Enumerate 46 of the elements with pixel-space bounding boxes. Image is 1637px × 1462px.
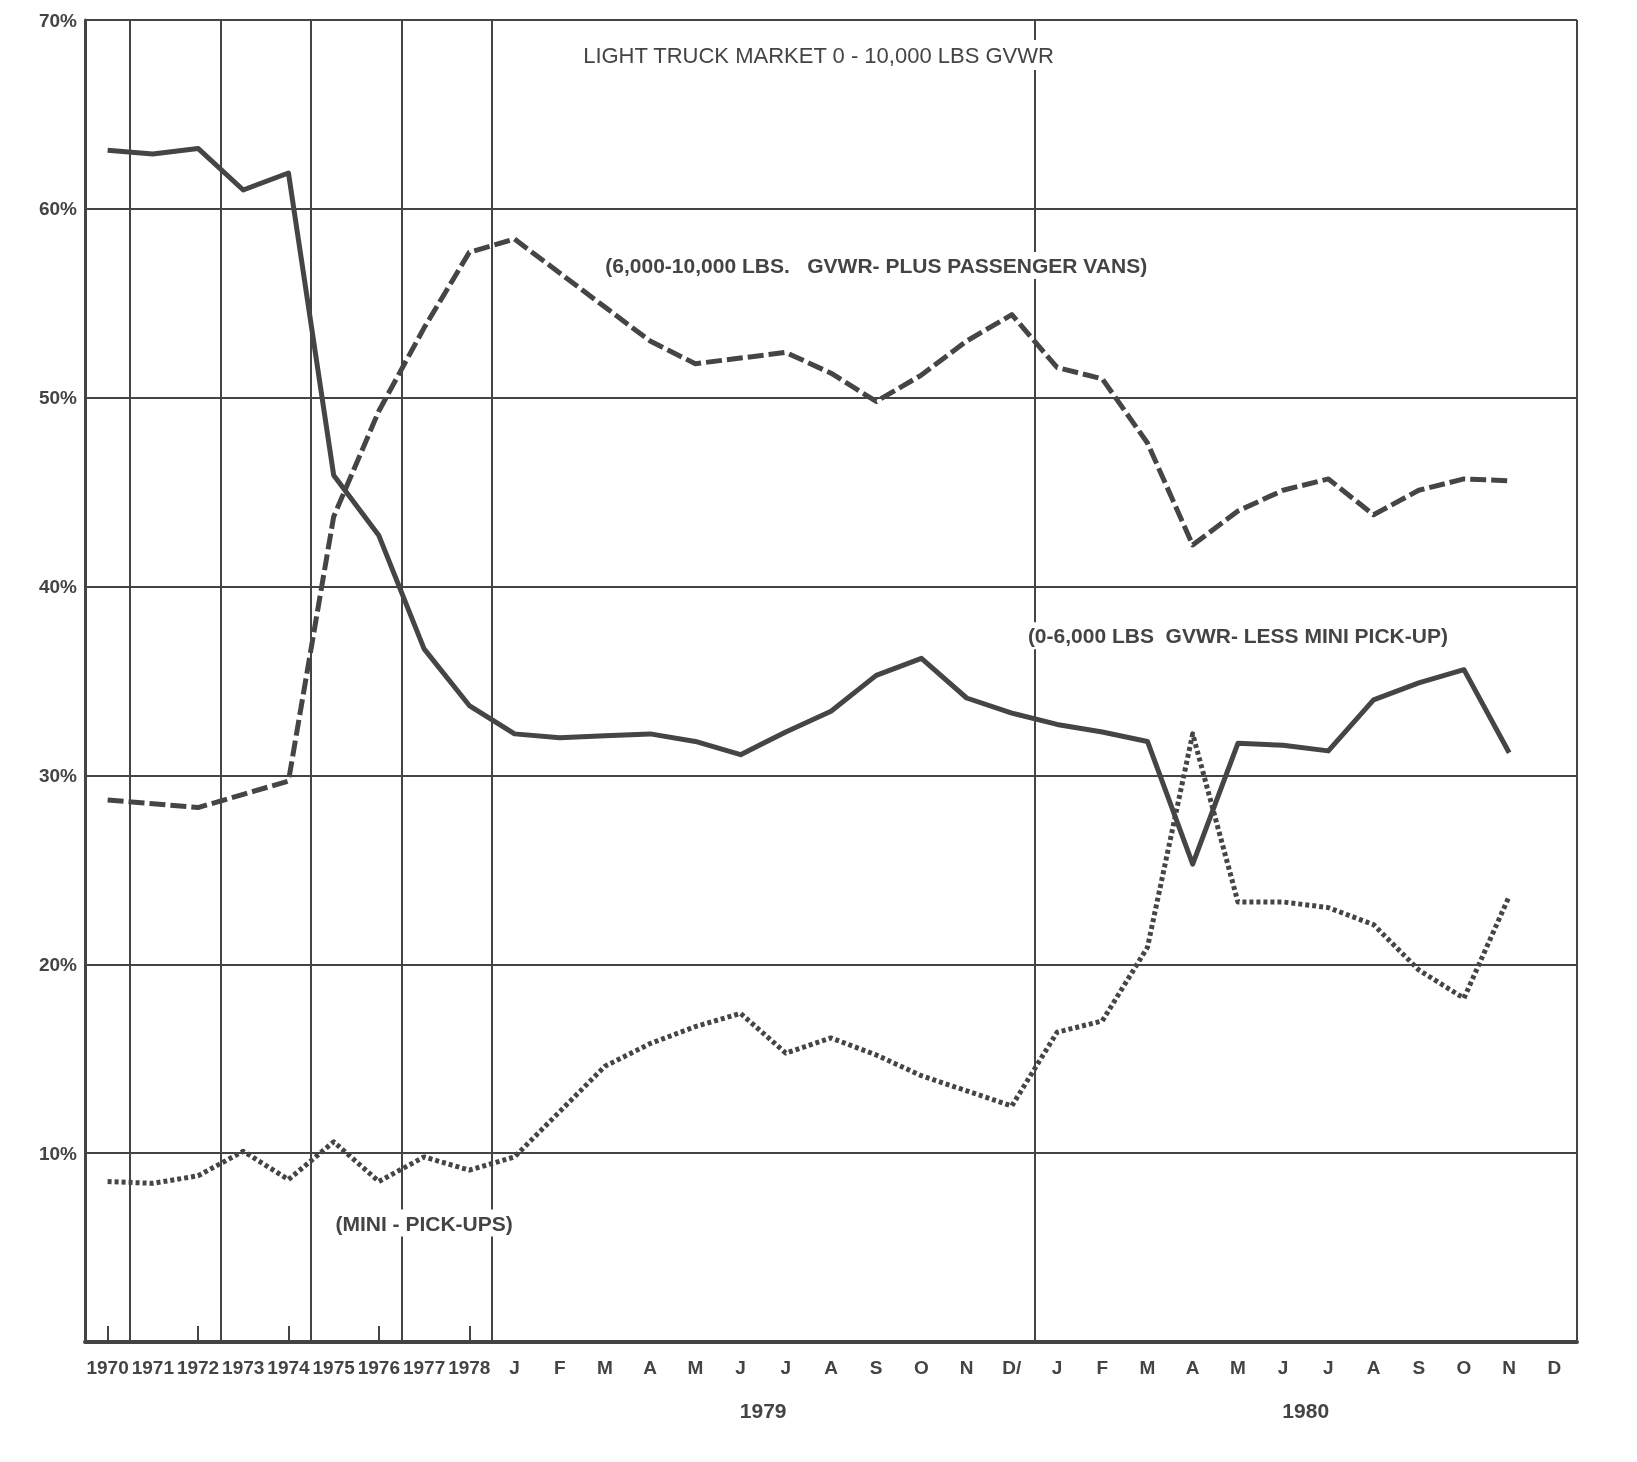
x-tick-label: 1970 [86, 1357, 129, 1378]
text: 1980 [1282, 1399, 1330, 1422]
series-label: (6,000-10,000 LBS. GVWR- PLUS PASSENGER VANS) [605, 254, 1148, 278]
y-tick-label: 20% [38, 953, 78, 975]
y-tick-label: 10% [38, 1142, 78, 1164]
x-tick-label: D [1547, 1357, 1562, 1378]
x-tick-label: O [914, 1357, 929, 1378]
x-tick-label: 1974 [267, 1357, 311, 1378]
x-tick-label: 1976 [357, 1357, 401, 1378]
y-tick-label: 60% [38, 198, 78, 220]
x-tick-label: D/ [1002, 1357, 1023, 1378]
x-tick-label: 1973 [222, 1357, 265, 1378]
x-tick-label: J [1277, 1357, 1289, 1378]
series-label: (0-6,000 LBS GVWR- LESS MINI PICK-UP) [1027, 624, 1448, 648]
y-tick-label: 50% [38, 387, 78, 409]
x-tick-label: A [1185, 1357, 1200, 1378]
x-tick-label: F [553, 1357, 566, 1378]
x-tick-label: 1971 [131, 1357, 175, 1378]
x-tick-label: J [780, 1357, 792, 1378]
y-tick-label: 30% [38, 764, 78, 786]
x-tick-label: J [1323, 1357, 1334, 1378]
x-tick-label: J [509, 1357, 520, 1378]
x-tick-label: S [1412, 1357, 1426, 1378]
x-tick-label: A [643, 1357, 658, 1378]
x-tick-label: N [1502, 1357, 1517, 1378]
x-tick-label: 1977 [402, 1357, 446, 1378]
x-tick-label: J [1051, 1357, 1063, 1378]
x-tick-label: A [1366, 1357, 1381, 1378]
x-tick-label: O [1456, 1357, 1472, 1378]
x-tick-label: A [824, 1357, 839, 1378]
x-tick-label: 1972 [176, 1357, 220, 1378]
x-tick-label: M [597, 1357, 613, 1378]
x-tick-label: M [687, 1357, 704, 1378]
x-tick-label: S [869, 1357, 883, 1378]
x-tick-label: N [959, 1357, 974, 1378]
text: (MINI - PICK-UPS) [335, 1211, 513, 1235]
x-tick-label: 1978 [448, 1357, 491, 1378]
text: 1979 [739, 1399, 787, 1422]
x-tick-label: J [735, 1357, 746, 1378]
x-tick-label: F [1096, 1357, 1109, 1378]
x-tick-label: M [1229, 1357, 1246, 1378]
y-tick-label: 70% [38, 9, 78, 31]
x-tick-label: 1975 [312, 1357, 356, 1378]
y-tick-label: 40% [38, 576, 78, 598]
text: LIGHT TRUCK MARKET 0 - 10,000 LBS GVWR [583, 42, 1054, 68]
x-tick-label: M [1139, 1357, 1156, 1378]
